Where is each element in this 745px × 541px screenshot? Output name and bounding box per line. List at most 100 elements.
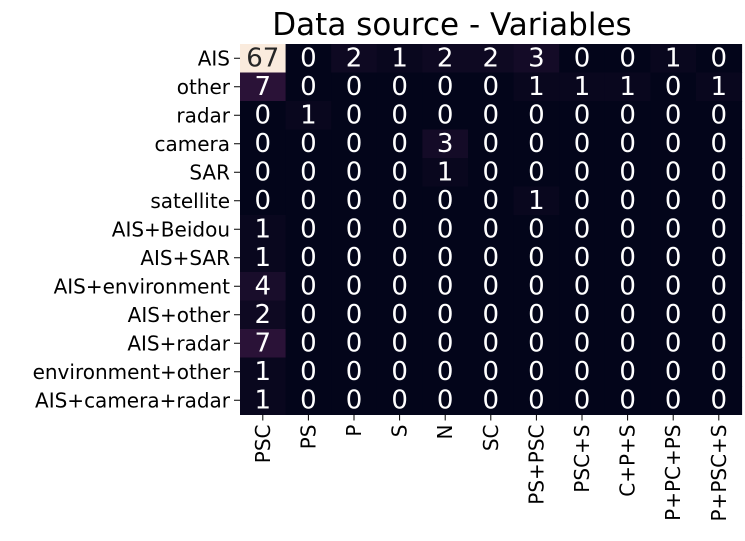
heatmap-cell	[240, 243, 287, 273]
heatmap-cell	[513, 72, 560, 102]
cell-value-label: 0	[528, 385, 545, 415]
cell-value-label: 0	[574, 157, 591, 187]
cell-value-label: 0	[391, 243, 408, 273]
row-tick-label: AIS+SAR	[140, 246, 230, 270]
cell-value-label: 0	[665, 100, 682, 130]
heatmap-cell	[604, 300, 651, 330]
heatmap-cell	[513, 386, 560, 415]
cell-value-label: 0	[346, 357, 363, 387]
heatmap-cell	[468, 300, 515, 330]
heatmap-cell	[376, 44, 423, 73]
heatmap-cell	[559, 215, 606, 244]
cell-value-label: 0	[437, 72, 454, 102]
heatmap-cell	[513, 357, 560, 387]
heatmap-cell	[604, 158, 651, 187]
heatmap-cell	[240, 272, 287, 301]
cell-value-label: 0	[711, 243, 728, 273]
cell-value-label: 0	[300, 43, 317, 73]
cell-value-label: 0	[619, 300, 636, 330]
cell-value-label: 0	[391, 100, 408, 130]
cell-value-label: 0	[483, 243, 500, 273]
row-tick-label: AIS+other	[128, 303, 231, 327]
cell-value-label: 0	[711, 300, 728, 330]
heatmap-cell	[468, 44, 515, 73]
cell-value-label: 0	[300, 243, 317, 273]
cell-value-label: 0	[391, 72, 408, 102]
heatmap-cell	[422, 329, 469, 358]
cell-value-label: 0	[391, 214, 408, 244]
cell-value-label: 0	[483, 186, 500, 216]
heatmap-cell	[240, 158, 287, 187]
cell-value-label: 0	[391, 271, 408, 301]
heatmap-cell	[285, 300, 332, 330]
cell-value-label: 0	[665, 357, 682, 387]
row-tick-label: AIS+Beidou	[112, 217, 230, 241]
cell-value-label: 0	[437, 100, 454, 130]
row-tick-label: satellite	[150, 189, 230, 213]
heatmap-cell	[240, 44, 287, 73]
heatmap-cell	[468, 186, 515, 216]
heatmap-cell	[376, 186, 423, 216]
cell-value-label: 0	[619, 243, 636, 273]
heatmap-cell	[422, 44, 469, 73]
heatmap-cell	[696, 215, 743, 244]
cell-value-label: 0	[346, 72, 363, 102]
heatmap-cell	[559, 300, 606, 330]
heatmap-cell	[331, 44, 378, 73]
cell-value-label: 0	[300, 271, 317, 301]
cell-value-label: 0	[574, 300, 591, 330]
heatmap-cell	[559, 272, 606, 301]
heatmap-cell	[285, 72, 332, 102]
cell-value-label: 0	[528, 357, 545, 387]
heatmap-cell	[696, 44, 743, 73]
heatmap-cell	[468, 386, 515, 415]
heatmap-cell	[604, 386, 651, 415]
heatmap-cell	[240, 215, 287, 244]
cell-value-label: 0	[574, 328, 591, 358]
cell-value-label: 0	[437, 271, 454, 301]
heatmap-cell	[240, 186, 287, 216]
heatmap-cells: 67 0 2 1 2 2 3 0 0 1 07 0 0 0 0 0 1 1 1 0 10 1 0 0 0 0 0 0 0 0 00 0 0 0 3 0…	[240, 43, 743, 415]
heatmap-cell	[513, 44, 560, 73]
heatmap-cell	[559, 158, 606, 187]
cell-value-label: 0	[391, 129, 408, 159]
heatmap-cell	[604, 129, 651, 159]
cell-value-label: 1	[528, 186, 545, 216]
heatmap-cell	[650, 215, 697, 244]
heatmap-cell	[650, 243, 697, 273]
heatmap-cell	[376, 386, 423, 415]
column-tick-label: P	[342, 425, 366, 437]
cell-value-label: 0	[255, 157, 272, 187]
cell-value-label: 0	[619, 43, 636, 73]
cell-value-label: 0	[391, 186, 408, 216]
cell-value-label: 0	[437, 214, 454, 244]
heatmap-cell	[240, 357, 287, 387]
cell-value-label: 0	[528, 300, 545, 330]
heatmap-cell	[331, 357, 378, 387]
heatmap-cell	[422, 357, 469, 387]
heatmap-cell	[422, 243, 469, 273]
heatmap-cell	[696, 101, 743, 130]
cell-value-label: 4	[255, 271, 272, 301]
cell-value-label: 3	[437, 129, 454, 159]
heatmap-cell	[650, 357, 697, 387]
heatmap-cell	[331, 215, 378, 244]
column-tick-label: P+PSC+S	[707, 425, 731, 522]
heatmap-cell	[285, 386, 332, 415]
heatmap-cell	[513, 129, 560, 159]
cell-value-label: 0	[300, 300, 317, 330]
row-tick-label: SAR	[189, 160, 230, 184]
cell-value-label: 0	[665, 328, 682, 358]
cell-value-label: 0	[437, 357, 454, 387]
cell-value-label: 1	[255, 214, 272, 244]
cell-value-label: 0	[437, 186, 454, 216]
column-tick-label: PSC+S	[570, 425, 594, 493]
heatmap-cell	[604, 72, 651, 102]
cell-value-label: 0	[574, 129, 591, 159]
heatmap-cell	[422, 72, 469, 102]
heatmap-cell	[650, 386, 697, 415]
cell-value-label: 0	[483, 385, 500, 415]
heatmap-cell	[696, 186, 743, 216]
heatmap-cell	[376, 101, 423, 130]
